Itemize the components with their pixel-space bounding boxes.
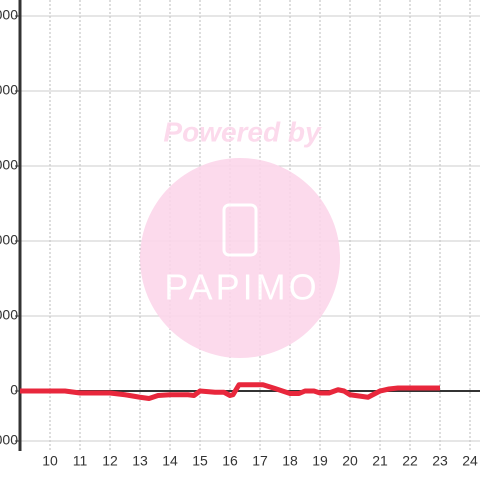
x-tick-label: 14: [162, 453, 178, 469]
x-tick-label: 16: [222, 453, 238, 469]
x-tick-label: 13: [132, 453, 148, 469]
x-tick-label: 11: [73, 453, 88, 469]
series-line: [20, 382, 440, 401]
x-tick-label: 22: [402, 453, 418, 469]
watermark-title: Powered by: [163, 116, 322, 147]
x-tick-label: 24: [462, 453, 478, 469]
watermark-logo: PAPIMO: [164, 267, 319, 308]
y-tick-label: 0: [10, 382, 18, 398]
y-tick-label: 30,000: [0, 307, 18, 323]
x-tick-label: 18: [282, 453, 298, 469]
y-tick-label: 150,000: [0, 7, 18, 23]
y-tick-label: 90,000: [0, 157, 18, 173]
x-tick-label: 10: [42, 453, 58, 469]
x-tick-label: 20: [342, 453, 358, 469]
watermark-circle: [140, 158, 340, 358]
y-tick-label: 60,000: [0, 232, 18, 248]
x-tick-label: 17: [252, 453, 268, 469]
x-tick-label: 21: [372, 453, 388, 469]
y-tick-label: 120,000: [0, 82, 18, 98]
x-tick-label: 23: [432, 453, 448, 469]
x-tick-label: 12: [102, 453, 118, 469]
watermark: Powered by PAPIMO: [140, 116, 340, 358]
x-tick-label: 19: [312, 453, 328, 469]
watermark-icon: [222, 203, 258, 257]
x-tick-label: 15: [192, 453, 208, 469]
y-tick-label: -20,000: [0, 432, 18, 448]
